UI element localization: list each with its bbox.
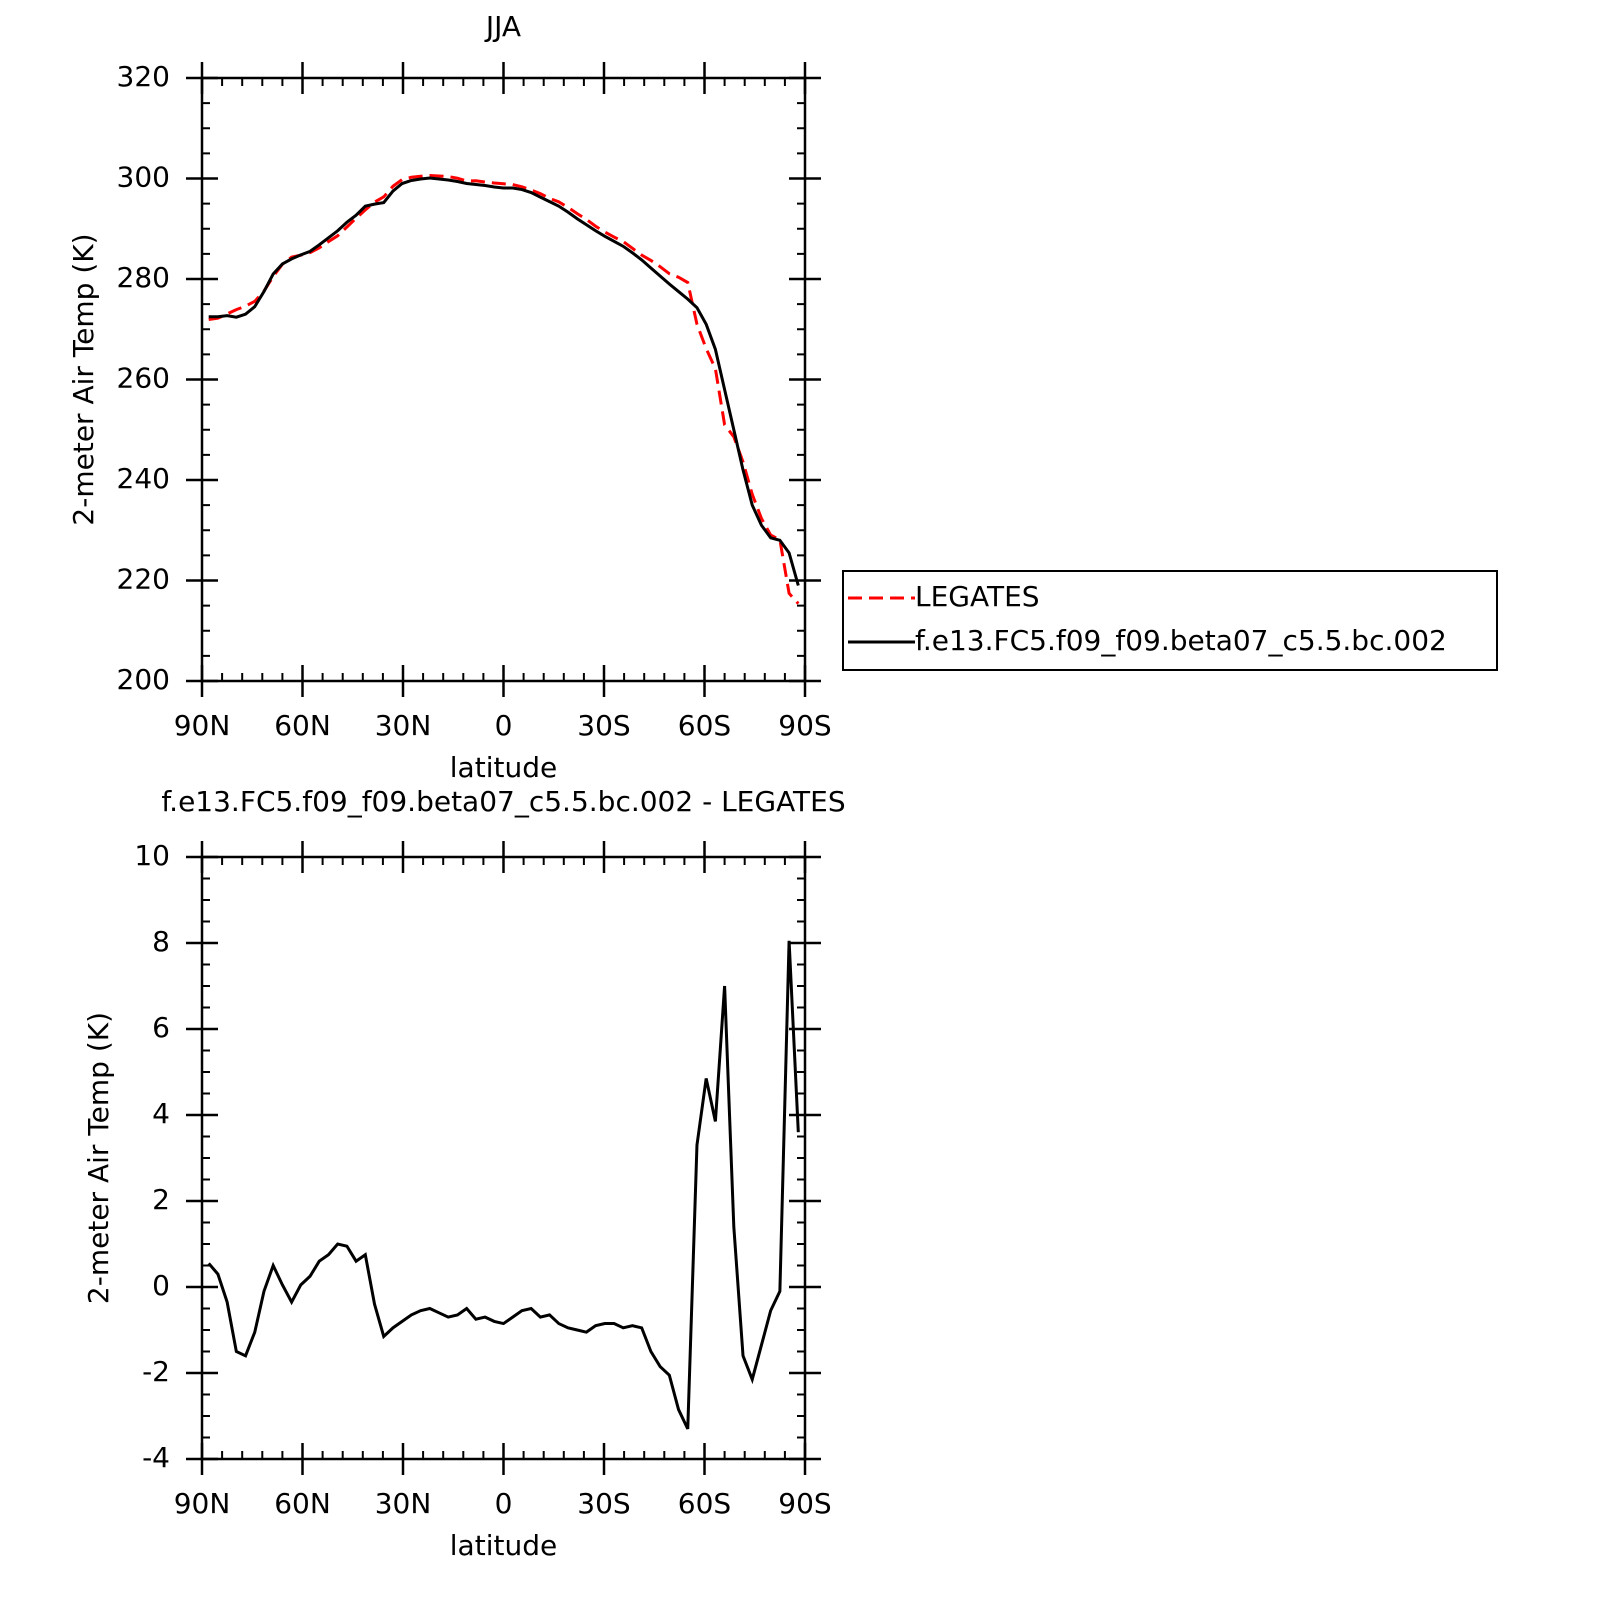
y-tick-label: 6 (152, 1011, 170, 1044)
y-tick-label: -2 (142, 1355, 170, 1388)
series-line (208, 176, 800, 586)
x-tick-label: 60N (274, 709, 331, 742)
x-tick-label: 60S (678, 1487, 731, 1520)
y-axis-label: 2-meter Air Temp (K) (67, 233, 100, 525)
y-axis-label: 2-meter Air Temp (K) (82, 1012, 115, 1304)
x-tick-label: 60N (274, 1487, 331, 1520)
series-line (207, 940, 800, 1430)
y-tick-label: 2 (152, 1183, 170, 1216)
x-tick-label: 90N (174, 709, 231, 742)
y-tick-label: 200 (117, 663, 170, 696)
plot-frame (200, 76, 807, 683)
x-axis-label: latitude (450, 1529, 557, 1562)
x-tick-label: 90S (778, 709, 831, 742)
x-tick-label: 30N (375, 709, 432, 742)
x-tick-label: 0 (495, 709, 513, 742)
y-tick-label: 240 (117, 462, 170, 495)
y-tick-label: 8 (152, 925, 170, 958)
y-tick-label: 0 (152, 1269, 170, 1302)
legend-label: LEGATES (915, 580, 1040, 613)
y-tick-label: 220 (117, 563, 170, 596)
x-tick-label: 0 (495, 1487, 513, 1520)
x-tick-label: 30S (577, 1487, 630, 1520)
x-tick-label: 60S (678, 709, 731, 742)
x-axis-label: latitude (450, 751, 557, 784)
legend-label: f.e13.FC5.f09_f09.beta07_c5.5.bc.002 (915, 624, 1447, 657)
x-tick-label: 30S (577, 709, 630, 742)
plot-frame (200, 855, 807, 1461)
series-line (208, 173, 800, 605)
y-tick-label: 280 (117, 261, 170, 294)
chart-title: JJA (484, 10, 521, 43)
x-tick-label: 30N (375, 1487, 432, 1520)
y-tick-label: 300 (117, 161, 170, 194)
chart-title: f.e13.FC5.f09_f09.beta07_c5.5.bc.002 - L… (161, 785, 845, 818)
y-tick-label: 260 (117, 362, 170, 395)
y-tick-label: 10 (134, 839, 170, 872)
y-tick-label: 4 (152, 1097, 170, 1130)
y-tick-label: -4 (142, 1441, 170, 1474)
x-tick-label: 90S (778, 1487, 831, 1520)
y-tick-label: 320 (117, 60, 170, 93)
x-tick-label: 90N (174, 1487, 231, 1520)
legend-box (842, 570, 1498, 671)
